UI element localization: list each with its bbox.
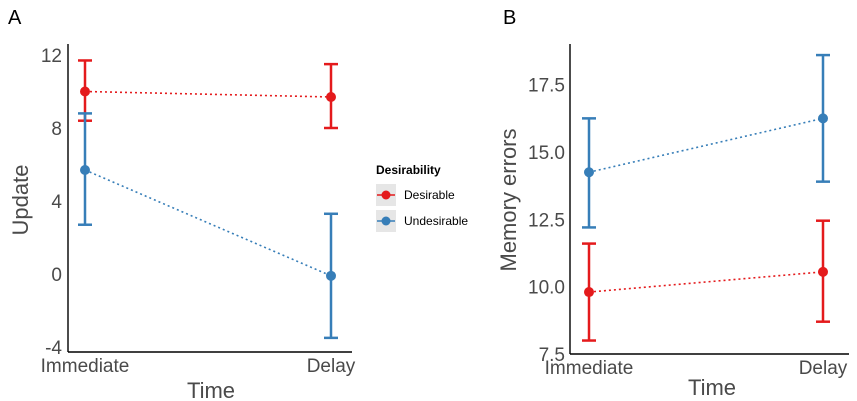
panel-a-undesirable-point [326, 270, 336, 281]
panel-a-x-tick-label: Immediate [41, 356, 130, 377]
panel-a-label: A [8, 7, 22, 29]
panel-b-x-tick-label: Delay [799, 358, 848, 379]
panel-a-y-tick-label: -4 [45, 338, 62, 359]
panel-a-y-tick-label: 8 [51, 119, 62, 140]
panel-b-y-tick-label: 17.5 [528, 76, 565, 97]
panel-b-x-tick-label: Immediate [545, 358, 634, 379]
panel-b-y-title: Memory errors [496, 128, 521, 271]
legend-title: Desirability [376, 163, 441, 177]
panel-a-chart: A Update Time -4 0 4 8 12 Immediate Delay [8, 7, 356, 401]
panel-b-y-tick-label: 7.5 [539, 345, 565, 366]
panel-a-undesirable-point [80, 164, 90, 175]
legend-item-desirable: Desirable [376, 184, 455, 206]
panel-b-desirable-line [588, 271, 824, 293]
legend-key-dot-undesirable [381, 216, 391, 226]
panel-b-y-tick-label: 10.0 [528, 278, 565, 299]
panel-a-y-tick-label: 4 [51, 192, 62, 213]
legend: Desirability Desirable Undesirable [376, 163, 468, 232]
panel-b-x-title: Time [688, 375, 736, 400]
panel-b-undesirable-point [584, 167, 594, 178]
panel-b-y-tick-label: 15.0 [528, 143, 565, 164]
panel-b-chart: B Memory errors Time 7.5 10.0 12.5 15.0 17.5… [496, 7, 849, 400]
panel-b-label: B [503, 7, 516, 29]
panel-b-undesirable-point [818, 113, 828, 124]
legend-key-dot-desirable [381, 190, 391, 200]
panel-a-undesirable-line [84, 169, 332, 277]
panel-a-desirable-line [84, 90, 332, 98]
panel-b-desirable-point [584, 287, 594, 298]
legend-item-undesirable: Undesirable [376, 210, 468, 232]
panel-a-y-tick-label: 0 [51, 265, 62, 286]
panel-a-y-tick-label: 12 [41, 46, 62, 67]
panel-b-undesirable-line [588, 117, 824, 174]
panel-a-desirable-point [80, 86, 90, 97]
panel-a-y-title: Update [8, 165, 33, 236]
panel-a-x-tick-label: Delay [307, 356, 356, 377]
legend-label-undesirable: Undesirable [404, 214, 468, 228]
panel-b-desirable-point [818, 266, 828, 277]
panel-b-y-tick-label: 12.5 [528, 210, 565, 231]
panel-a-x-title: Time [187, 378, 235, 401]
legend-label-desirable: Desirable [404, 188, 455, 202]
panel-a-desirable-point [326, 91, 336, 102]
